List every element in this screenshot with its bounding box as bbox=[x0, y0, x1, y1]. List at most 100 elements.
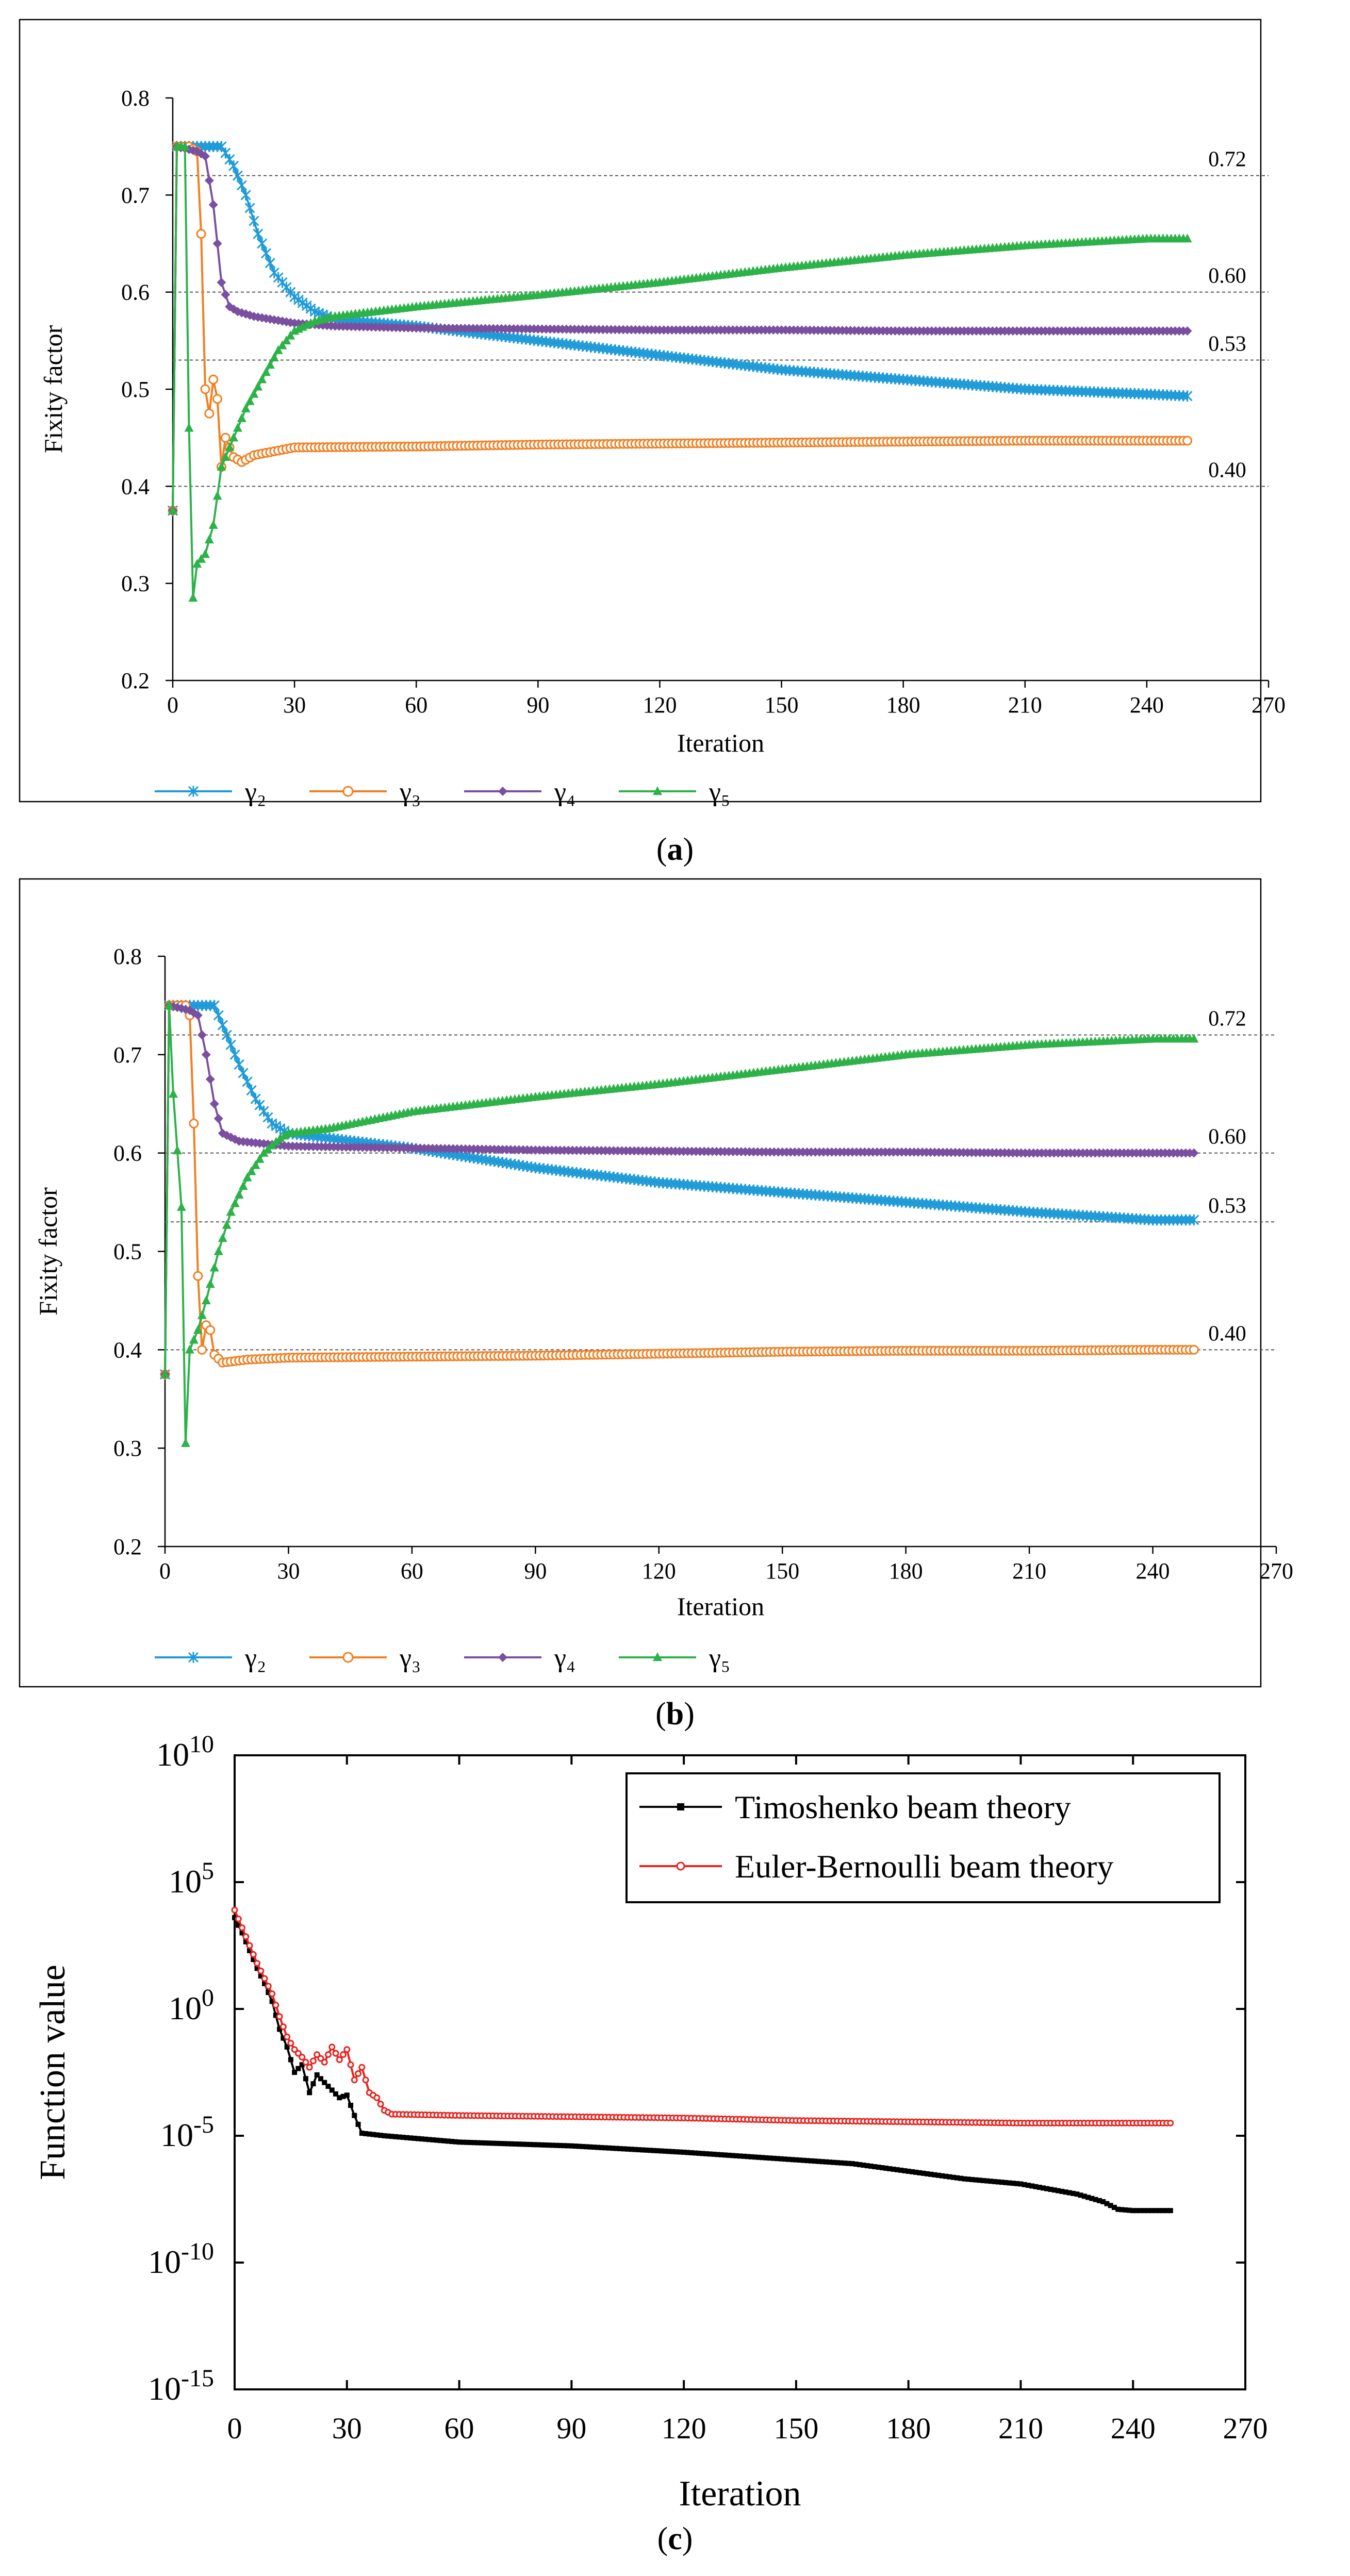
panel-caption-open: ( bbox=[657, 2521, 668, 2556]
data-point-marker bbox=[205, 1325, 216, 1335]
y-tick-label: 0.2 bbox=[113, 1534, 142, 1559]
data-point-marker bbox=[225, 1039, 236, 1051]
data-point-marker bbox=[213, 1114, 223, 1123]
data-point-marker bbox=[658, 2148, 664, 2154]
data-point-marker bbox=[599, 2145, 604, 2150]
data-point-marker bbox=[1182, 436, 1193, 446]
series-markers bbox=[232, 1915, 1173, 2214]
data-point-marker bbox=[505, 2141, 511, 2147]
data-point-marker bbox=[943, 2173, 949, 2179]
data-point-marker bbox=[932, 2172, 937, 2178]
data-point-marker bbox=[617, 2146, 623, 2152]
data-point-marker bbox=[655, 2148, 661, 2154]
data-point-marker bbox=[962, 2176, 967, 2182]
data-point-marker bbox=[651, 2148, 657, 2153]
y-tick-exponent: 0 bbox=[202, 1984, 214, 2012]
data-point-marker bbox=[677, 1803, 684, 1810]
data-point-marker bbox=[812, 2158, 818, 2164]
data-point-marker bbox=[343, 2046, 351, 2053]
data-point-marker bbox=[632, 2147, 638, 2152]
data-point-marker bbox=[239, 1924, 246, 1932]
data-point-marker bbox=[920, 2170, 926, 2176]
data-point-marker bbox=[273, 345, 283, 354]
data-point-marker bbox=[700, 2151, 705, 2156]
data-point-marker bbox=[426, 2137, 432, 2142]
data-point-marker bbox=[1100, 2199, 1106, 2204]
data-point-marker bbox=[340, 2051, 347, 2058]
data-point-marker bbox=[355, 2121, 361, 2127]
data-point-marker bbox=[423, 2136, 429, 2142]
data-point-marker bbox=[188, 786, 199, 797]
series-4 bbox=[168, 141, 1192, 602]
data-point-marker bbox=[1066, 2190, 1072, 2196]
data-point-marker bbox=[1081, 2193, 1087, 2199]
data-point-marker bbox=[816, 2158, 821, 2164]
data-point-marker bbox=[520, 2141, 525, 2147]
data-point-marker bbox=[676, 1862, 685, 1871]
data-point-marker bbox=[212, 239, 222, 248]
data-point-marker bbox=[342, 1652, 354, 1663]
data-point-marker bbox=[1115, 2206, 1121, 2212]
data-point-marker bbox=[958, 2175, 964, 2181]
data-point-marker bbox=[322, 2080, 327, 2085]
data-point-marker bbox=[340, 2093, 346, 2099]
data-point-marker bbox=[984, 2178, 990, 2184]
data-point-marker bbox=[786, 2156, 792, 2162]
data-point-marker bbox=[666, 2149, 672, 2154]
data-point-marker bbox=[220, 433, 231, 443]
data-point-marker bbox=[546, 2142, 552, 2148]
data-point-marker bbox=[382, 2133, 387, 2138]
data-point-marker bbox=[260, 247, 272, 259]
data-point-marker bbox=[245, 396, 255, 405]
series-markers bbox=[160, 1000, 1199, 1380]
chart-panel-1: 0 30 60 90 120 150 180 210 240 270 0.2 0.3 0.4 0.5 0.6… bbox=[19, 19, 1286, 867]
series-1 bbox=[159, 1000, 1199, 1380]
data-point-marker bbox=[188, 1652, 199, 1663]
data-point-marker bbox=[363, 2131, 369, 2136]
data-point-marker bbox=[535, 2142, 540, 2148]
data-point-marker bbox=[208, 374, 219, 385]
x-tick-label: 270 bbox=[1223, 2412, 1268, 2445]
data-point-marker bbox=[1134, 2208, 1140, 2214]
data-point-marker bbox=[411, 2135, 417, 2141]
x-tick-label: 90 bbox=[524, 1558, 547, 1584]
legend: γ₂ γ₃ γ₄ γ₅ bbox=[155, 777, 730, 807]
data-point-marker bbox=[883, 2165, 889, 2171]
data-point-marker bbox=[213, 1009, 224, 1021]
data-point-marker bbox=[257, 238, 268, 250]
y-tick-label: 0.3 bbox=[113, 1436, 142, 1461]
data-point-marker bbox=[711, 2151, 717, 2157]
data-point-marker bbox=[614, 2146, 619, 2151]
data-point-marker bbox=[610, 2146, 616, 2151]
data-point-marker bbox=[193, 1271, 203, 1281]
legend-label: γ₅ bbox=[709, 1643, 730, 1673]
y-axis-title: Fixity factor bbox=[34, 1187, 62, 1316]
data-point-marker bbox=[498, 1653, 507, 1662]
data-point-marker bbox=[180, 141, 190, 151]
data-point-marker bbox=[756, 2154, 762, 2160]
reference-line-label: 0.60 bbox=[1208, 1125, 1246, 1149]
data-point-marker bbox=[229, 433, 239, 442]
y-tick-label: 0.4 bbox=[113, 1337, 142, 1362]
legend-label: Euler-Bernoulli beam theory bbox=[735, 1848, 1113, 1885]
data-point-marker bbox=[1085, 2195, 1091, 2200]
data-point-marker bbox=[242, 1933, 250, 1940]
y-tick-label: 10-10 bbox=[148, 2238, 214, 2281]
data-point-marker bbox=[204, 408, 215, 419]
x-tick-label: 210 bbox=[1008, 692, 1042, 718]
data-point-marker bbox=[257, 374, 267, 384]
x-tick-label: 240 bbox=[1111, 2412, 1156, 2445]
data-point-marker bbox=[1160, 2208, 1166, 2214]
reference-line-label: 0.72 bbox=[1208, 1007, 1246, 1031]
data-point-marker bbox=[287, 2039, 294, 2047]
data-point-marker bbox=[501, 2141, 507, 2147]
panel-caption-letter: a bbox=[667, 832, 683, 867]
data-point-marker bbox=[282, 335, 291, 345]
data-point-marker bbox=[415, 2136, 421, 2141]
data-point-marker bbox=[196, 554, 206, 563]
data-point-marker bbox=[257, 1967, 265, 1974]
data-point-marker bbox=[475, 2140, 481, 2146]
data-point-marker bbox=[243, 1939, 249, 1945]
data-point-marker bbox=[351, 2076, 358, 2084]
y-axis-title: Function value bbox=[33, 1965, 73, 2180]
